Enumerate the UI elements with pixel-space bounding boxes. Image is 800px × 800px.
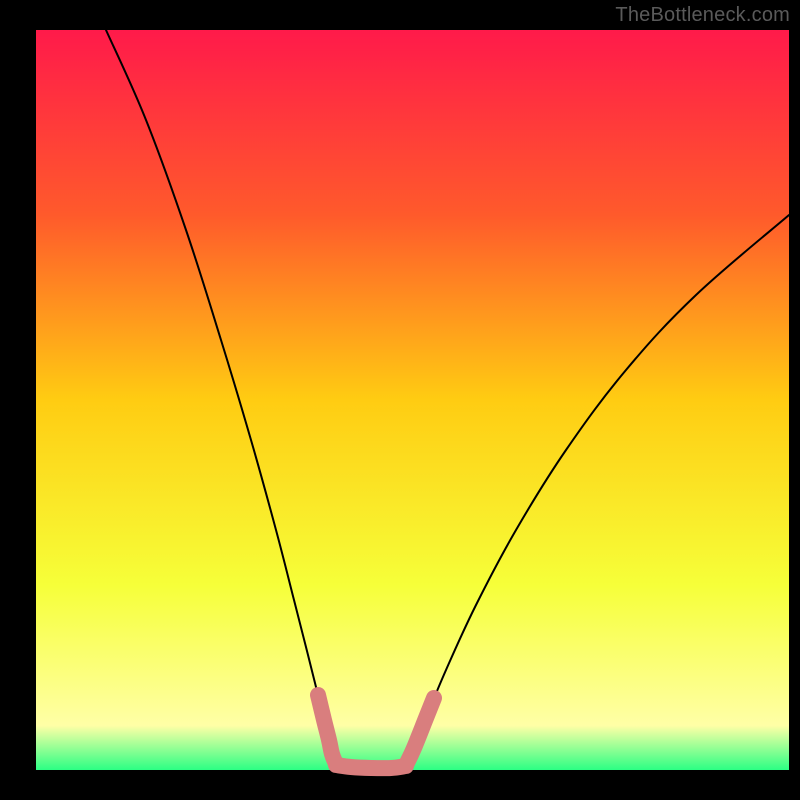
pink-segment-2 [406,698,434,765]
pink-segment-0 [318,695,336,764]
left-curve [106,30,336,767]
right-curve [406,215,789,767]
pink-segment-1 [336,765,406,768]
curves-layer [36,30,789,770]
chart-plot-area [36,30,789,770]
watermark-text: TheBottleneck.com [615,4,790,27]
